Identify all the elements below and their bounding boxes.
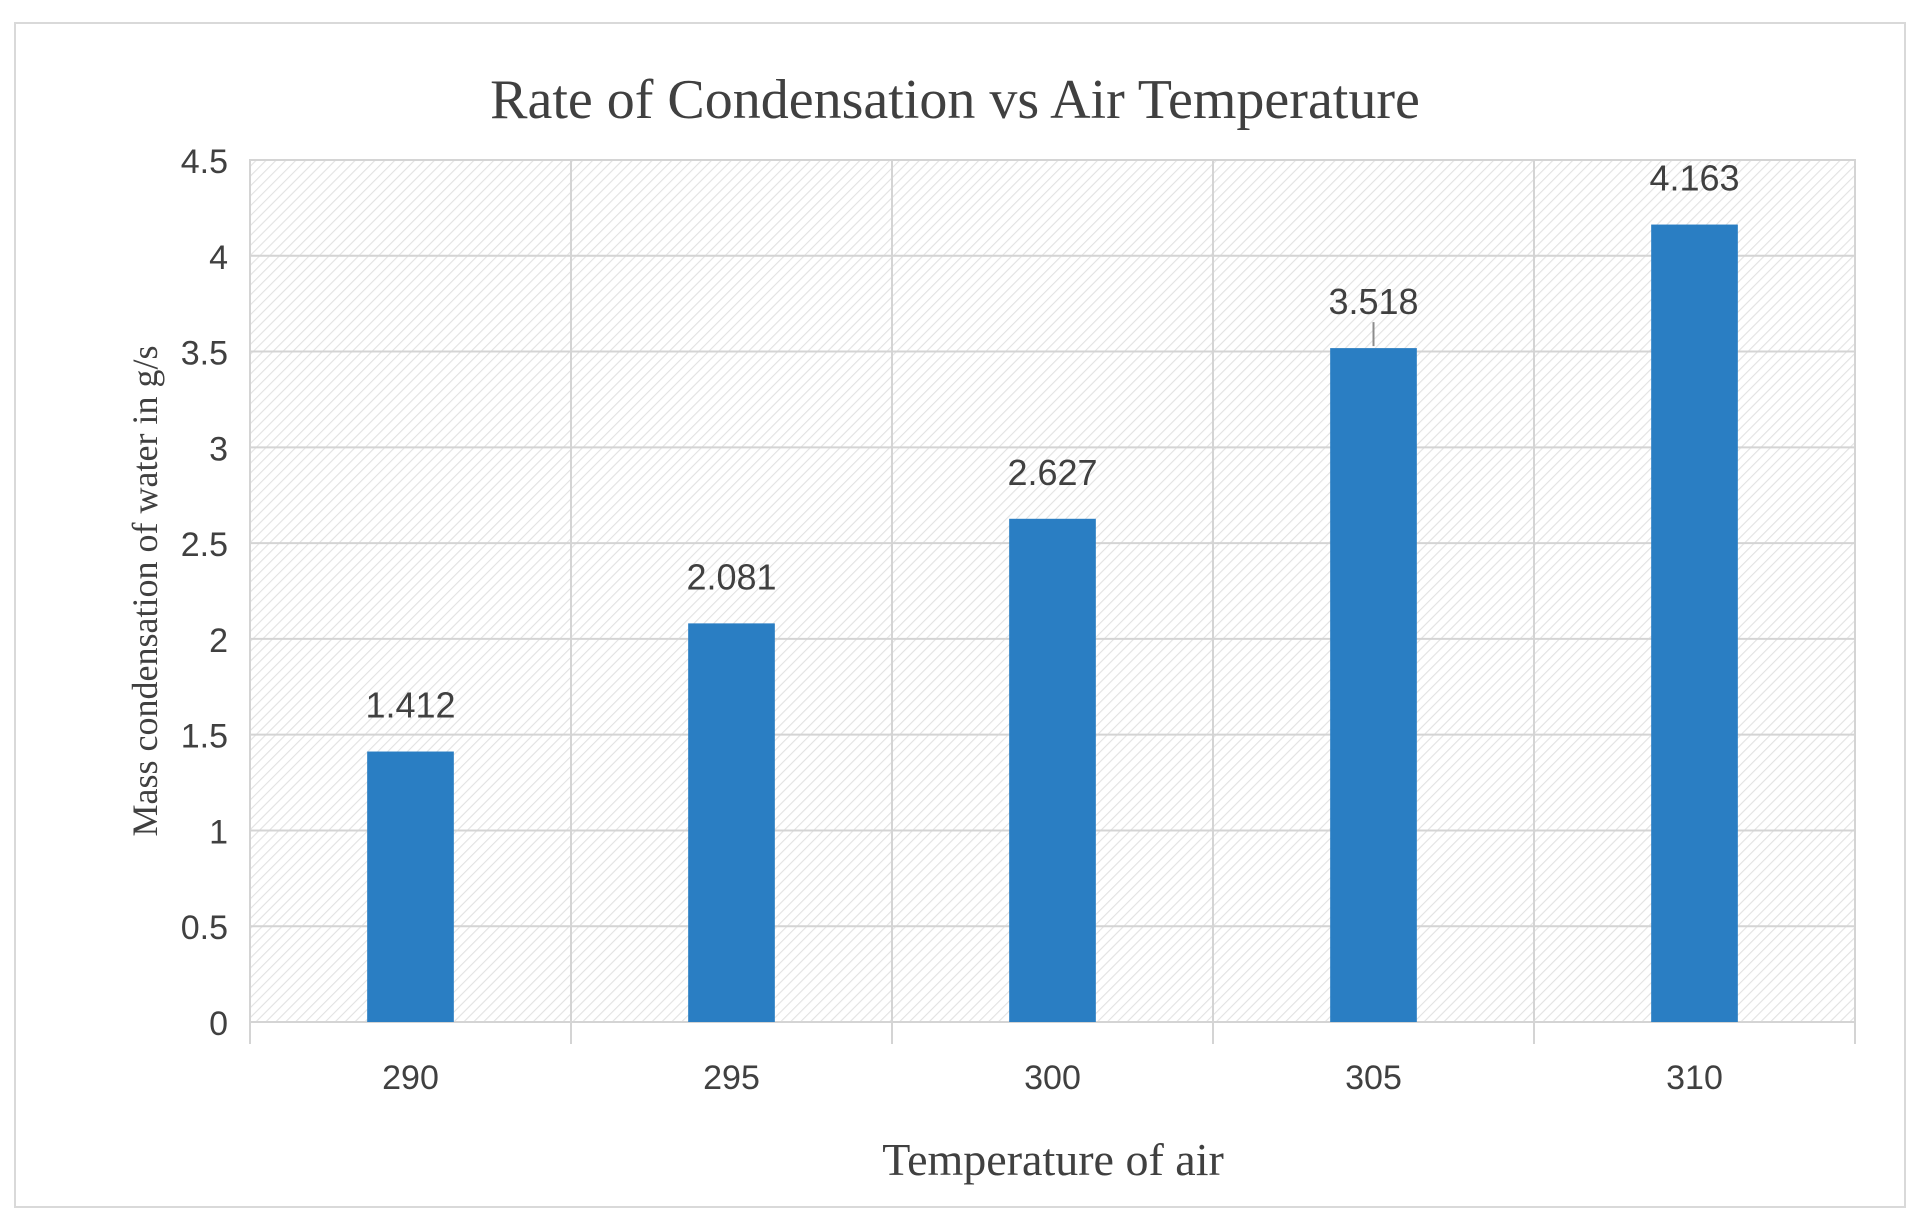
- data-labels: 1.412 2.081 2.627 3.518 4.163: [365, 158, 1739, 726]
- y-tick-label: 0: [209, 1005, 228, 1043]
- bar-300: [1009, 518, 1096, 1022]
- x-tick-label-305: 305: [1345, 1059, 1402, 1097]
- bar-310: [1651, 224, 1738, 1023]
- y-tick-label: 4: [209, 239, 228, 277]
- y-tick-label: 2.5: [181, 526, 228, 564]
- x-tick-label-310: 310: [1666, 1059, 1723, 1097]
- x-tick-label-300: 300: [1024, 1059, 1081, 1097]
- data-label-295: 2.081: [686, 556, 776, 597]
- x-tick-label-295: 295: [703, 1059, 760, 1097]
- y-axis-ticks: 0 0.5 1 1.5 2 2.5 3 3.5 4 4.5: [181, 143, 228, 1043]
- bar-series: [367, 224, 1738, 1023]
- y-tick-label: 0.5: [181, 909, 228, 947]
- data-label-300: 2.627: [1007, 452, 1097, 493]
- y-tick-label: 4.5: [181, 143, 228, 181]
- data-label-310: 4.163: [1649, 158, 1739, 199]
- x-tick-label-290: 290: [382, 1059, 439, 1097]
- data-label-305: 3.518: [1328, 281, 1418, 322]
- chart-title: Rate of Condensation vs Air Temperature: [490, 69, 1420, 131]
- y-axis-label: Mass condensation of water in g/s: [125, 346, 165, 837]
- data-label-290: 1.412: [365, 685, 455, 726]
- bar-295: [688, 623, 775, 1022]
- y-tick-label: 3.5: [181, 335, 228, 373]
- y-tick-label: 1: [209, 813, 228, 851]
- x-axis-ticks: 290 295 300 305 310: [382, 1059, 1723, 1097]
- y-tick-label: 3: [209, 430, 228, 468]
- x-axis-label: Temperature of air: [882, 1134, 1224, 1185]
- bar-305: [1330, 348, 1417, 1022]
- bar-290: [367, 751, 454, 1022]
- y-tick-label: 2: [209, 622, 228, 660]
- y-tick-label: 1.5: [181, 718, 228, 756]
